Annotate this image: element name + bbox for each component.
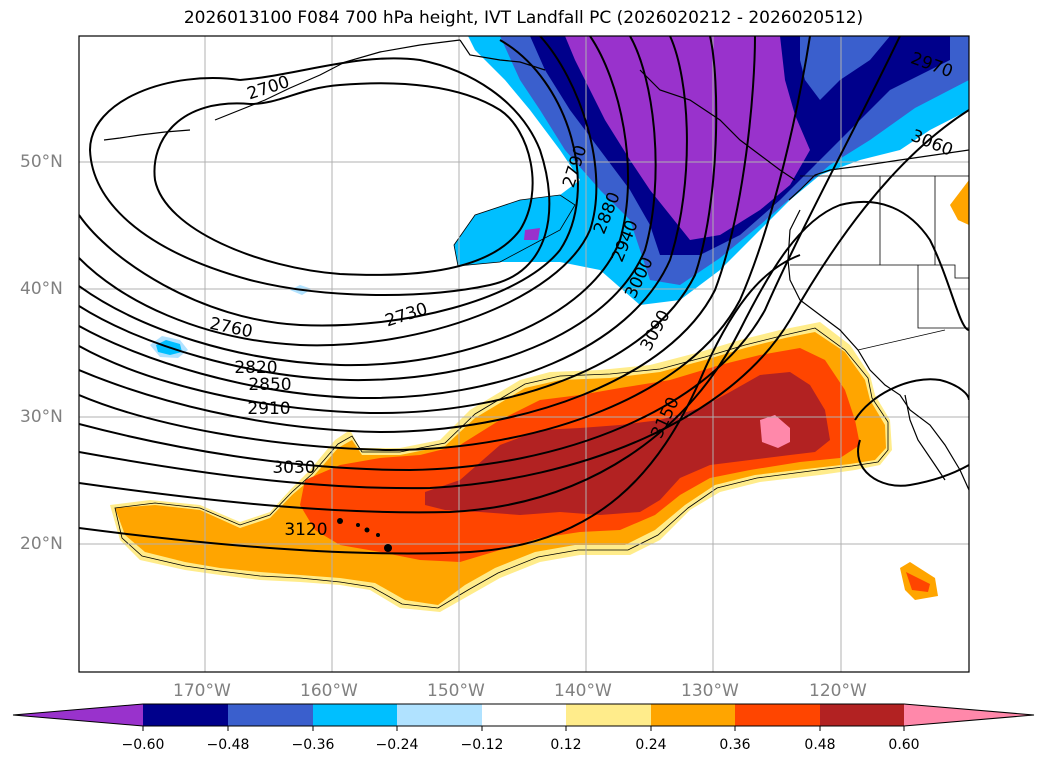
colorbar-extend-right <box>904 704 1034 726</box>
lon-label-170w: 170°W <box>173 681 231 701</box>
lat-label-20n: 20°N <box>20 534 63 554</box>
lat-label-30n: 30°N <box>20 407 63 427</box>
colorbar-tick: 0.36 <box>719 737 751 753</box>
colorbar-tick: −0.24 <box>375 737 419 753</box>
colorbar-tick: 0.48 <box>804 737 836 753</box>
graticule <box>79 36 969 672</box>
coastlines <box>103 39 969 491</box>
lon-label-160w: 160°W <box>300 681 358 701</box>
lon-label-130w: 130°W <box>681 681 739 701</box>
height-contours <box>79 36 969 555</box>
colorbar-tick: −0.48 <box>206 737 250 753</box>
contour-label-2850: 2850 <box>248 375 291 395</box>
colorbar-tick: 0.12 <box>550 737 582 753</box>
lon-label-140w: 140°W <box>554 681 612 701</box>
colorbar <box>12 703 1035 731</box>
lat-label-50n: 50°N <box>20 152 63 172</box>
colorbar-tick: −0.36 <box>291 737 335 753</box>
contour-label-2910: 2910 <box>247 399 290 419</box>
hawaiian-islands <box>337 518 392 552</box>
contour-label-3030: 3030 <box>272 458 315 478</box>
map-frame <box>78 35 970 673</box>
colorbar-tick: −0.60 <box>121 737 165 753</box>
map-title: 2026013100 F084 700 hPa height, IVT Land… <box>183 8 864 28</box>
colorbar-tick: −0.12 <box>460 737 504 753</box>
lon-label-120w: 120°W <box>809 681 867 701</box>
contour-label-2820: 2820 <box>234 358 277 378</box>
colorbar-tick: 0.60 <box>888 737 920 753</box>
colorbar-extend-left <box>13 704 143 726</box>
lon-label-150w: 150°W <box>427 681 485 701</box>
contour-label-3120: 3120 <box>284 520 327 540</box>
colorbar-tick: 0.24 <box>635 737 667 753</box>
lat-label-40n: 40°N <box>20 279 63 299</box>
